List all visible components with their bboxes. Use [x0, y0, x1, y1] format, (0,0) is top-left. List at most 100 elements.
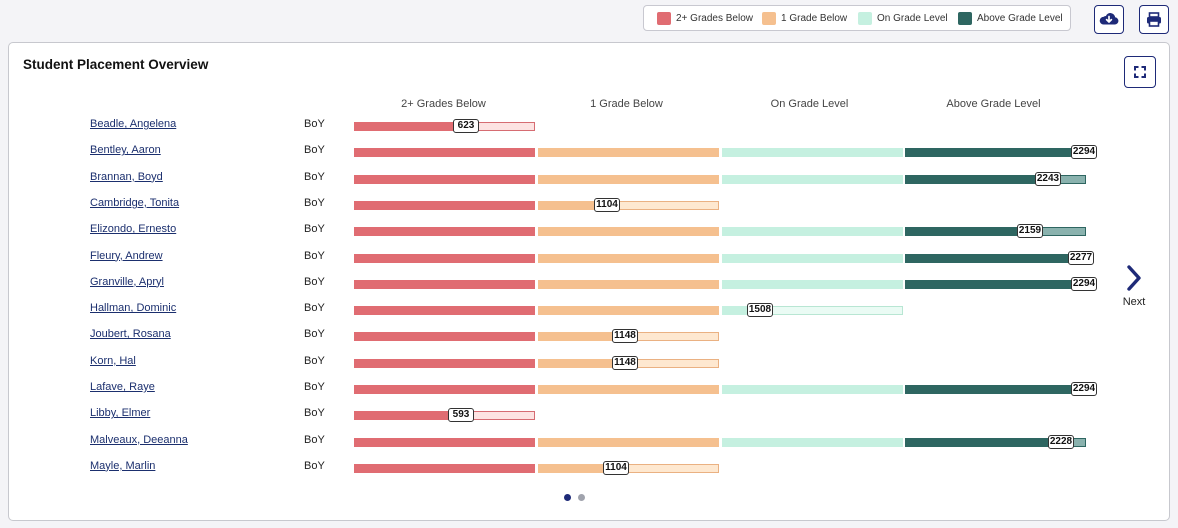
legend: 2+ Grades Below 1 Grade Below On Grade L…	[643, 5, 1071, 31]
score-label: 2277	[1068, 250, 1094, 265]
student-name-link[interactable]: Malveaux, Deeanna	[90, 433, 188, 446]
bar-fill-above-grade	[905, 227, 1030, 237]
card-title: Student Placement Overview	[23, 57, 209, 72]
bar-fill-1-below	[538, 463, 616, 473]
student-row: Libby, Elmer BoY 593	[9, 405, 1109, 425]
next-button[interactable]: Next	[1119, 263, 1149, 313]
column-header-above-grade: Above Grade Level	[946, 98, 1041, 110]
expand-icon	[1134, 66, 1146, 78]
bar-segment-2plus-below	[354, 437, 535, 447]
legend-label: Above Grade Level	[977, 13, 1063, 24]
student-row: Hallman, Dominic BoY 1508	[9, 300, 1109, 320]
bar-segment-2plus-below	[354, 306, 535, 316]
bar-segment-2plus-below	[354, 174, 535, 184]
score-label: 2294	[1071, 276, 1097, 291]
bar-segment-on-grade	[722, 253, 903, 263]
period-label: BoY	[304, 433, 325, 446]
student-row: Malveaux, Deeanna BoY 2228	[9, 432, 1109, 452]
bar-fill-1-below	[538, 358, 625, 368]
student-name-link[interactable]: Libby, Elmer	[90, 407, 151, 420]
student-row: Elizondo, Ernesto BoY 2159	[9, 221, 1109, 241]
bar-segment-1-below	[538, 385, 719, 394]
score-label: 1508	[747, 303, 773, 318]
student-row: Cambridge, Tonita BoY 1104	[9, 195, 1109, 215]
column-header-1-below: 1 Grade Below	[590, 98, 663, 110]
student-name-link[interactable]: Elizondo, Ernesto	[90, 223, 177, 236]
score-label: 1148	[612, 355, 638, 370]
score-label: 623	[453, 119, 479, 133]
bar-fill-1-below	[538, 200, 607, 210]
column-header-on-grade: On Grade Level	[770, 98, 849, 110]
bar-fill-above-grade	[905, 385, 1084, 394]
bar-fill-above-grade	[905, 279, 1084, 289]
bar-segment-1-below	[538, 437, 719, 447]
student-row: Granville, Apryl BoY 2294	[9, 274, 1109, 294]
period-label: BoY	[304, 275, 325, 288]
bar-segment-2plus-below	[354, 332, 535, 342]
student-name-link[interactable]: Granville, Apryl	[90, 275, 164, 288]
period-label: BoY	[304, 381, 325, 393]
legend-label: 2+ Grades Below	[676, 13, 753, 24]
printer-icon	[1147, 12, 1161, 27]
bar-segment-1-below	[538, 279, 719, 289]
bar-segment-on-grade	[722, 148, 903, 158]
bar-segment-on-grade	[722, 227, 903, 237]
bar-segment-2plus-below	[354, 200, 535, 210]
legend-swatch	[958, 12, 972, 25]
student-name-link[interactable]: Bentley, Aaron	[90, 144, 161, 157]
bar-fill-1-below	[538, 332, 625, 342]
bar-segment-on-grade	[722, 174, 903, 184]
bar-segment-2plus-below	[354, 227, 535, 237]
period-label: BoY	[304, 170, 325, 183]
bar-fill-above-grade	[905, 253, 1081, 263]
score-label: 1104	[603, 460, 629, 475]
page-dot-1[interactable]	[564, 494, 571, 501]
period-label: BoY	[304, 407, 325, 420]
bar-fill-2plus-below	[354, 411, 461, 421]
legend-label: On Grade Level	[877, 13, 948, 24]
student-name-link[interactable]: Beadle, Angelena	[90, 118, 177, 130]
period-label: BoY	[304, 223, 325, 236]
bar-fill-above-grade	[905, 174, 1048, 184]
student-row: Fleury, Andrew BoY 2277	[9, 248, 1109, 268]
bar-segment-1-below	[538, 306, 719, 316]
period-label: BoY	[304, 144, 325, 157]
bar-segment-on-grade	[722, 279, 903, 289]
placement-card: Student Placement Overview 2+ Grades Bel…	[8, 42, 1170, 521]
bar-segment-on-grade	[722, 385, 903, 394]
page-dot-2[interactable]	[578, 494, 585, 501]
student-name-link[interactable]: Joubert, Rosana	[90, 328, 171, 341]
student-row: Brannan, Boyd BoY 2243	[9, 169, 1109, 189]
student-row: Korn, Hal BoY 1148	[9, 353, 1109, 373]
period-label: BoY	[304, 249, 325, 262]
legend-swatch	[762, 12, 776, 25]
student-row: Lafave, Raye BoY 2294	[9, 379, 1109, 399]
score-label: 2294	[1071, 382, 1097, 396]
period-label: BoY	[304, 302, 325, 315]
student-row: Bentley, Aaron BoY 2294	[9, 142, 1109, 162]
cloud-download-icon	[1099, 13, 1119, 25]
student-name-link[interactable]: Korn, Hal	[90, 354, 136, 367]
bar-segment-2plus-below	[354, 463, 535, 473]
bar-segment-1-below	[538, 253, 719, 263]
legend-swatch	[657, 12, 671, 25]
column-header-2plus-below: 2+ Grades Below	[401, 98, 486, 110]
student-name-link[interactable]: Cambridge, Tonita	[90, 196, 180, 209]
score-label: 2159	[1017, 224, 1043, 239]
legend-label: 1 Grade Below	[781, 13, 848, 24]
student-name-link[interactable]: Brannan, Boyd	[90, 170, 163, 183]
period-label: BoY	[304, 118, 325, 130]
period-label: BoY	[304, 328, 325, 341]
download-button[interactable]	[1094, 5, 1124, 34]
print-button[interactable]	[1139, 5, 1169, 34]
student-name-link[interactable]: Lafave, Raye	[90, 381, 155, 393]
score-label: 2243	[1035, 171, 1061, 186]
score-label: 1104	[594, 197, 620, 212]
student-name-link[interactable]: Fleury, Andrew	[90, 249, 163, 262]
legend-swatch	[858, 12, 872, 25]
bar-segment-2plus-below	[354, 253, 535, 263]
period-label: BoY	[304, 354, 325, 367]
student-name-link[interactable]: Mayle, Marlin	[90, 459, 156, 472]
student-name-link[interactable]: Hallman, Dominic	[90, 302, 177, 315]
expand-button[interactable]	[1124, 56, 1156, 88]
